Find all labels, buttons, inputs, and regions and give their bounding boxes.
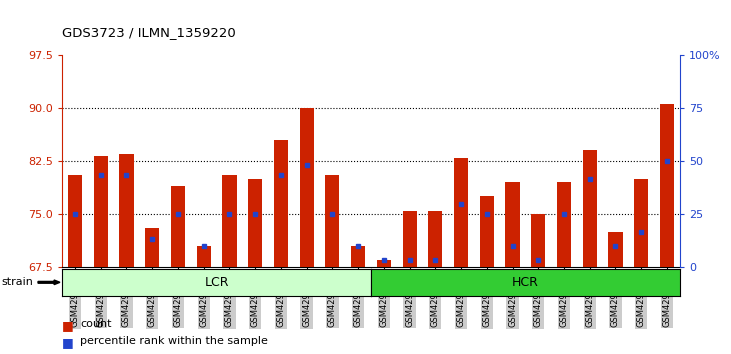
Bar — [300, 108, 314, 267]
Bar — [197, 246, 211, 267]
Bar — [248, 179, 262, 267]
Bar — [557, 182, 571, 267]
Bar — [351, 246, 366, 267]
Bar — [583, 150, 596, 267]
Text: ■: ■ — [62, 319, 74, 332]
Text: percentile rank within the sample: percentile rank within the sample — [80, 336, 268, 346]
Bar — [119, 154, 134, 267]
Bar — [94, 156, 107, 267]
Text: LCR: LCR — [204, 276, 229, 289]
Bar — [222, 175, 237, 267]
Bar — [403, 211, 417, 267]
Bar — [68, 175, 82, 267]
Bar — [376, 260, 391, 267]
Bar — [274, 140, 288, 267]
Text: count: count — [80, 319, 112, 329]
Text: strain: strain — [1, 277, 34, 287]
Bar — [531, 214, 545, 267]
Bar — [608, 232, 623, 267]
Bar — [635, 179, 648, 267]
Bar — [505, 182, 520, 267]
Bar — [171, 186, 185, 267]
Bar — [480, 196, 494, 267]
Bar — [454, 158, 468, 267]
Text: HCR: HCR — [512, 276, 539, 289]
Text: ■: ■ — [62, 336, 74, 349]
Text: GDS3723 / ILMN_1359220: GDS3723 / ILMN_1359220 — [62, 26, 236, 39]
Bar — [325, 175, 339, 267]
Bar — [428, 211, 442, 267]
Bar — [145, 228, 159, 267]
Bar — [660, 104, 674, 267]
